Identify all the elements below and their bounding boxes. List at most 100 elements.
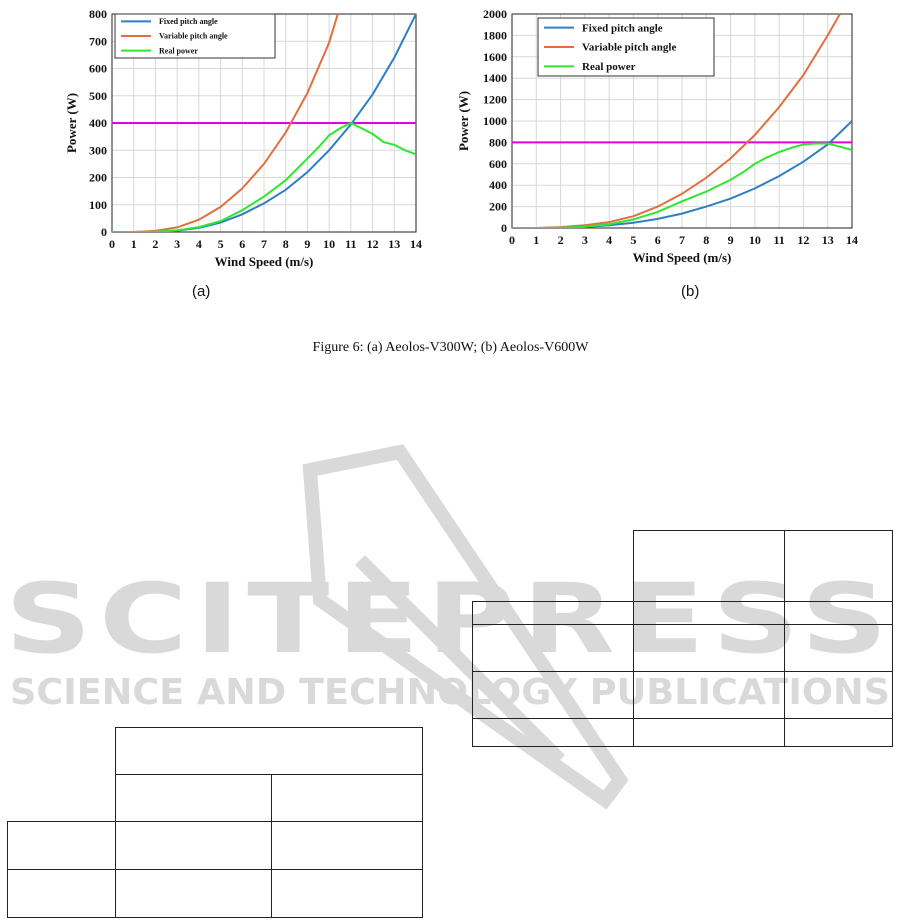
table-cell bbox=[7, 774, 116, 822]
x-tick-label: 8 bbox=[703, 233, 709, 247]
x-tick-label: 1 bbox=[131, 237, 137, 251]
legend-label: Real power bbox=[582, 61, 636, 73]
table-fragment-left bbox=[7, 727, 423, 918]
x-tick-label: 4 bbox=[606, 233, 612, 247]
table-row bbox=[7, 821, 423, 870]
x-tick-label: 5 bbox=[218, 237, 224, 251]
table-row bbox=[472, 718, 893, 747]
x-tick-label: 13 bbox=[822, 233, 834, 247]
table-row bbox=[472, 601, 893, 625]
y-tick-label: 0 bbox=[501, 221, 507, 235]
table-cell bbox=[783, 718, 893, 747]
y-axis-label: Power (W) bbox=[64, 93, 79, 153]
x-tick-label: 11 bbox=[773, 233, 784, 247]
table-row bbox=[473, 530, 893, 602]
y-tick-label: 400 bbox=[89, 116, 107, 130]
chart-a-svg: 0 1 2 3 4 5 6 7 8 9 10 11 12 13 1401002003004005006007… bbox=[64, 7, 422, 269]
y-tick-label: 1400 bbox=[483, 71, 507, 85]
x-axis-label: Wind Speed (m/s) bbox=[215, 254, 314, 269]
x-tick-label: 4 bbox=[196, 237, 202, 251]
y-axis-label: Power (W) bbox=[456, 91, 471, 151]
table-cell bbox=[472, 601, 634, 625]
table-cell bbox=[114, 821, 272, 870]
y-tick-label: 1800 bbox=[483, 28, 507, 42]
table-cell bbox=[7, 869, 116, 918]
table-row bbox=[7, 774, 423, 822]
table-cell bbox=[472, 718, 634, 747]
figure-caption: Figure 6: (a) Aeolos-V300W; (b) Aeolos-V… bbox=[312, 340, 589, 355]
x-tick-label: 12 bbox=[797, 233, 809, 247]
legend-label: Variable pitch angle bbox=[582, 42, 676, 54]
chart-b: 0 1 2 3 4 5 6 7 8 9 10 11 12 13 14 0 200 400 600 800 1000 120… bbox=[450, 0, 870, 290]
table-cell bbox=[632, 530, 785, 602]
x-tick-label: 10 bbox=[749, 233, 761, 247]
table-fragment-right bbox=[472, 530, 893, 747]
table-row bbox=[7, 869, 423, 918]
y-tick-label: 1000 bbox=[483, 114, 507, 128]
x-axis-label: Wind Speed (m/s) bbox=[633, 250, 732, 265]
legend-label: Fixed pitch angle bbox=[582, 22, 663, 34]
legend-label: Variable pitch angle bbox=[159, 32, 228, 41]
y-tick-label: 800 bbox=[489, 135, 507, 149]
x-tick-label: 9 bbox=[304, 237, 310, 251]
x-tick-label: 7 bbox=[679, 233, 685, 247]
x-tick-label: 14 bbox=[410, 237, 422, 251]
y-tick-label: 1600 bbox=[483, 50, 507, 64]
table-cell bbox=[114, 727, 423, 775]
x-tick-label: 14 bbox=[846, 233, 858, 247]
table-cell bbox=[783, 624, 893, 672]
x-tick-label: 13 bbox=[388, 237, 400, 251]
x-tick-label: 5 bbox=[630, 233, 636, 247]
y-tick-label: 0 bbox=[101, 225, 107, 239]
table-cell bbox=[783, 530, 893, 602]
legend-label: Fixed pitch angle bbox=[159, 17, 218, 26]
subfigure-label-b: (b) bbox=[681, 283, 700, 300]
table-cell bbox=[472, 624, 634, 672]
table-cell bbox=[783, 671, 893, 719]
subfigure-label-a: (a) bbox=[192, 283, 211, 300]
table-row bbox=[472, 624, 893, 672]
table-row bbox=[8, 727, 423, 775]
table-cell bbox=[270, 821, 423, 870]
table-cell bbox=[114, 869, 272, 918]
table-cell bbox=[7, 821, 116, 870]
y-tick-label: 600 bbox=[489, 157, 507, 171]
table-cell bbox=[632, 624, 785, 672]
x-tick-label: 0 bbox=[109, 237, 115, 251]
y-tick-label: 400 bbox=[489, 178, 507, 192]
y-tick-label: 600 bbox=[89, 62, 107, 76]
table-cell bbox=[473, 531, 634, 602]
table-cell bbox=[114, 774, 272, 822]
table-cell bbox=[632, 718, 785, 747]
y-tick-label: 1200 bbox=[483, 93, 507, 107]
table-cell bbox=[632, 601, 785, 625]
chart-b-svg: 0 1 2 3 4 5 6 7 8 9 10 11 12 13 1402004006008001000120… bbox=[456, 7, 858, 265]
y-tick-label: 100 bbox=[89, 198, 107, 212]
x-tick-label: 12 bbox=[367, 237, 379, 251]
x-tick-label: 11 bbox=[345, 237, 356, 251]
y-tick-label: 2000 bbox=[483, 7, 507, 21]
x-tick-label: 8 bbox=[283, 237, 289, 251]
table-cell bbox=[8, 728, 116, 775]
table-cell bbox=[270, 774, 423, 822]
x-tick-label: 2 bbox=[558, 233, 564, 247]
x-tick-label: 2 bbox=[152, 237, 158, 251]
table-cell bbox=[632, 671, 785, 719]
legend-label: Real power bbox=[159, 46, 198, 55]
x-tick-label: 1 bbox=[533, 233, 539, 247]
y-tick-label: 200 bbox=[89, 171, 107, 185]
series-line bbox=[112, 121, 416, 232]
x-tick-label: 9 bbox=[728, 233, 734, 247]
x-tick-label: 6 bbox=[239, 237, 245, 251]
x-tick-label: 7 bbox=[261, 237, 267, 251]
y-tick-label: 800 bbox=[89, 7, 107, 21]
x-tick-label: 10 bbox=[323, 237, 335, 251]
table-row bbox=[472, 671, 893, 719]
chart-a: 0 1 2 3 4 5 6 7 8 9 10 11 12 13 14 0 100 200 300 400 500 600 7… bbox=[58, 0, 430, 290]
series-line bbox=[512, 142, 852, 228]
table-cell bbox=[270, 869, 423, 918]
y-tick-label: 200 bbox=[489, 200, 507, 214]
x-tick-label: 6 bbox=[655, 233, 661, 247]
y-tick-label: 300 bbox=[89, 143, 107, 157]
table-cell bbox=[472, 671, 634, 719]
